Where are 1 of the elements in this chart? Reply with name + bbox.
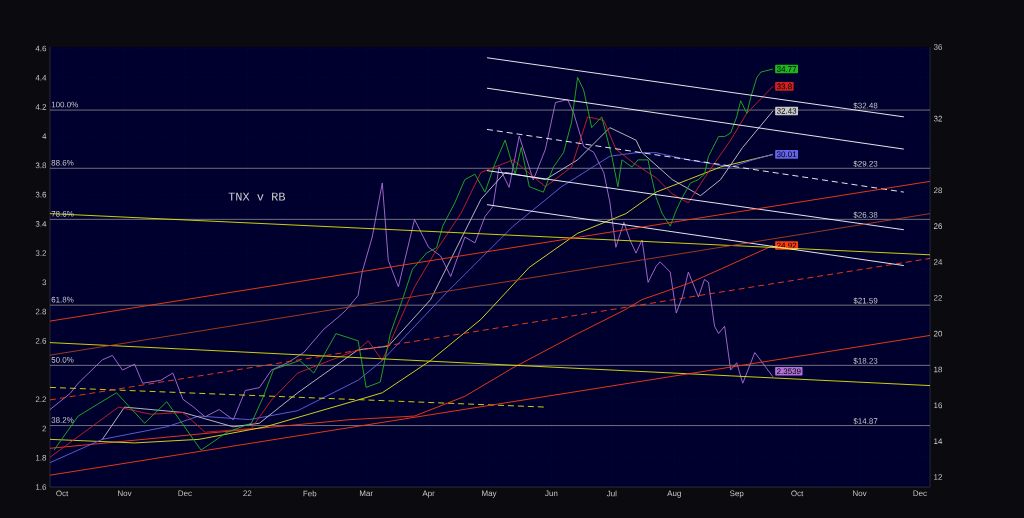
annotation: TNX v RB — [228, 192, 286, 201]
